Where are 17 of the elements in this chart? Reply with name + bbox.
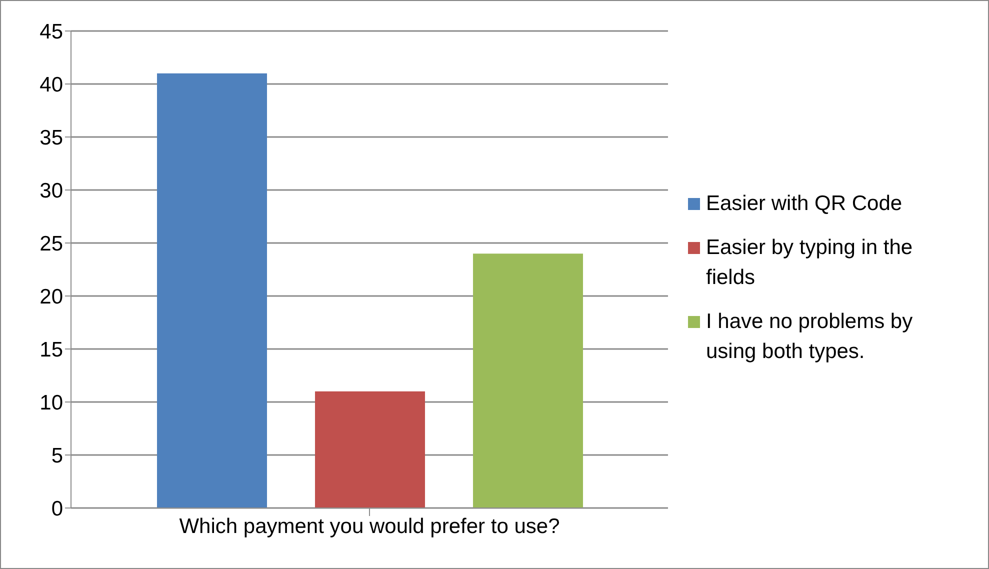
- y-tick-label: 10: [40, 391, 63, 414]
- y-tick-label: 30: [40, 179, 63, 202]
- legend-label: Easier by typing in the fields: [706, 234, 914, 290]
- y-tick-label: 25: [40, 232, 63, 256]
- y-tick-label: 20: [40, 285, 63, 308]
- bar: [473, 254, 583, 508]
- x-tick-label: Which payment you would prefer to use?: [179, 514, 560, 538]
- legend-label: Easier with QR Code: [706, 190, 902, 216]
- y-tick-label: 45: [40, 20, 63, 44]
- bar: [157, 73, 267, 508]
- y-tick-label: 35: [40, 126, 63, 150]
- legend-label: I have no problems by using both types.: [706, 308, 914, 364]
- y-tick-label: 40: [40, 73, 63, 96]
- y-tick-label: 5: [51, 444, 63, 468]
- bar: [315, 391, 425, 508]
- y-tick-label: 15: [40, 338, 63, 362]
- y-tick-label: 0: [51, 497, 63, 520]
